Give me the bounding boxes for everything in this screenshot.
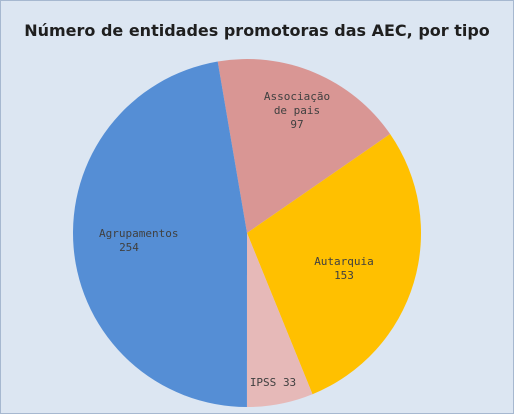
- pie-slice: [247, 134, 421, 395]
- value-label: 153: [334, 269, 354, 282]
- value-label: 33: [282, 376, 297, 389]
- category-label: Associação de pais: [263, 90, 331, 117]
- pie-slice: [217, 59, 391, 233]
- data-label: Agrupamentos 254: [99, 227, 178, 255]
- category-label: Agrupamentos: [99, 227, 179, 240]
- category-label: IPSS: [249, 376, 277, 389]
- value-label: 254: [119, 241, 139, 254]
- data-label: Associação de pais 97: [257, 90, 337, 132]
- pie-slice: [246, 233, 313, 407]
- value-label: 97: [290, 118, 304, 131]
- chart-title: Número de entidades promotoras das AEC, …: [24, 21, 490, 40]
- data-label: Autarquia 153: [309, 255, 379, 283]
- data-label: IPSS 33: [228, 376, 318, 390]
- pie-slice: [72, 61, 247, 407]
- category-label: Autarquia: [314, 255, 374, 268]
